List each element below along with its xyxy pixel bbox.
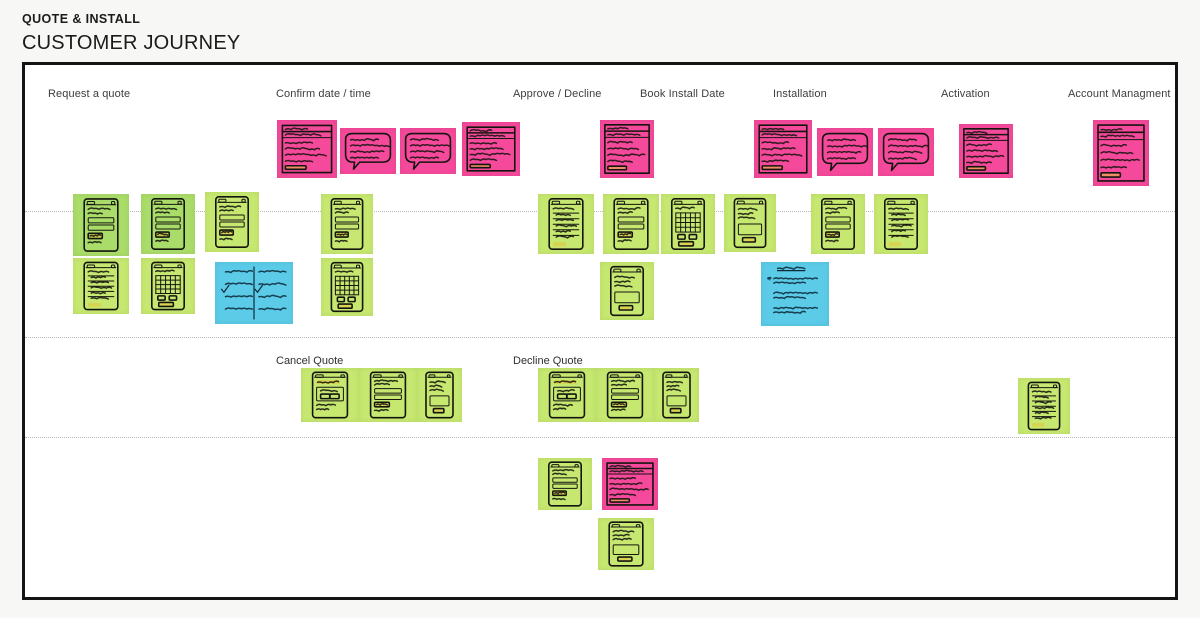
sticky-note-g-appr-2[interactable] xyxy=(603,194,659,254)
sticky-note-g-appr-1[interactable] xyxy=(538,194,594,254)
sketch-phone-form-icon xyxy=(603,194,659,254)
sketch-phone-form-icon xyxy=(596,368,654,422)
sketch-phone-list-icon xyxy=(874,194,928,254)
sticky-note-p-bot-1[interactable] xyxy=(602,458,658,510)
sticky-note-g-bot-2[interactable] xyxy=(598,518,654,570)
sticky-note-pink-confirm-1[interactable] xyxy=(277,120,337,178)
sketch-phone-list-icon xyxy=(538,194,594,254)
stage-label-activation: Activation xyxy=(941,88,990,100)
row-label-decline-quote: Decline Quote xyxy=(513,355,583,367)
sketch-phone-form-icon xyxy=(321,194,373,254)
sticky-note-g-inst-1[interactable] xyxy=(811,194,865,254)
sketch-phone-form-icon xyxy=(538,458,592,510)
sticky-note-g-decline-2[interactable] xyxy=(596,368,654,422)
sticky-note-pink-confirm-3[interactable] xyxy=(400,128,456,174)
sticky-note-g-req-4[interactable] xyxy=(73,258,129,314)
sketch-phone-msg-icon xyxy=(654,368,699,422)
sketch-bubble-icon xyxy=(817,128,873,176)
stage-label-account-managment: Account Managment xyxy=(1068,88,1171,100)
sketch-text-card-icon xyxy=(277,120,337,178)
sketch-phone-msg-icon xyxy=(600,262,654,320)
sketch-phone-cal-icon xyxy=(321,258,373,316)
sticky-note-pink-activation[interactable] xyxy=(959,124,1013,178)
sketch-phone-msg-icon xyxy=(598,518,654,570)
sketch-phone-form-icon xyxy=(73,194,129,256)
sketch-text-card-icon xyxy=(754,120,812,178)
sketch-note-lines-icon xyxy=(761,262,829,326)
sketch-phone-msg-icon xyxy=(724,194,776,252)
sticky-note-g-book-2[interactable] xyxy=(724,194,776,252)
stage-label-request-a-quote: Request a quote xyxy=(48,88,130,100)
sketch-phone-msg-icon xyxy=(417,368,462,422)
sketch-text-card-icon xyxy=(959,124,1013,178)
sticky-note-pink-install-2[interactable] xyxy=(817,128,873,176)
sketch-bubble-icon xyxy=(878,128,934,176)
sticky-note-g-activ-1[interactable] xyxy=(1018,378,1070,434)
sticky-note-g-conf-1[interactable] xyxy=(321,194,373,254)
row-divider-2 xyxy=(25,337,1175,338)
sketch-phone-form-icon xyxy=(141,194,195,254)
sticky-note-g-req-3[interactable] xyxy=(205,192,259,252)
sticky-note-g-req-2[interactable] xyxy=(141,194,195,254)
title-block: QUOTE & INSTALL CUSTOMER JOURNEY xyxy=(22,12,240,56)
sketch-text-card-icon xyxy=(600,120,654,178)
sticky-note-pink-confirm-2[interactable] xyxy=(340,128,396,174)
sticky-note-b-inst-1[interactable] xyxy=(761,262,829,326)
sticky-note-g-decline-3[interactable] xyxy=(654,368,699,422)
sticky-note-pink-account[interactable] xyxy=(1093,120,1149,186)
sticky-note-pink-install-1[interactable] xyxy=(754,120,812,178)
sticky-note-pink-install-3[interactable] xyxy=(878,128,934,176)
sketch-phone-list-icon xyxy=(73,258,129,314)
sticky-note-g-book-1[interactable] xyxy=(661,194,715,254)
row-divider-1 xyxy=(25,211,1175,212)
stage-label-book-install-date: Book Install Date xyxy=(640,88,725,100)
row-divider-3 xyxy=(25,437,1175,438)
sticky-note-g-cancel-2[interactable] xyxy=(359,368,417,422)
sticky-note-g-inst-2[interactable] xyxy=(874,194,928,254)
stage-label-confirm-date-time: Confirm date / time xyxy=(276,88,371,100)
sketch-bubble-icon xyxy=(400,128,456,174)
stage-label-approve-decline: Approve / Decline xyxy=(513,88,602,100)
sketch-phone-form-icon xyxy=(205,192,259,252)
sketch-phone-form-icon xyxy=(359,368,417,422)
sketch-phone-form-icon xyxy=(811,194,865,254)
row-label-cancel-quote: Cancel Quote xyxy=(276,355,343,367)
sketch-bubble-icon xyxy=(340,128,396,174)
sticky-note-pink-approve-1[interactable] xyxy=(600,120,654,178)
sketch-phone-confirm-icon xyxy=(538,368,596,422)
sticky-note-b-req-1[interactable] xyxy=(215,262,293,324)
eyebrow-label: QUOTE & INSTALL xyxy=(22,12,240,28)
sticky-note-g-req-1[interactable] xyxy=(73,194,129,256)
sketch-phone-cal-icon xyxy=(141,258,195,314)
sticky-note-g-decline-1[interactable] xyxy=(538,368,596,422)
page-title: CUSTOMER JOURNEY xyxy=(22,31,240,56)
sketch-text-card-icon xyxy=(1093,120,1149,186)
sticky-note-g-cancel-3[interactable] xyxy=(417,368,462,422)
sketch-text-card-icon xyxy=(602,458,658,510)
sticky-note-g-cancel-1[interactable] xyxy=(301,368,359,422)
sketch-phone-confirm-icon xyxy=(301,368,359,422)
stage-label-installation: Installation xyxy=(773,88,827,100)
sketch-phone-list-icon xyxy=(1018,378,1070,434)
sketch-text-card-icon xyxy=(462,122,520,176)
sketch-note-2col-icon xyxy=(215,262,293,324)
journey-board: Request a quote Confirm date / time Approv… xyxy=(22,62,1178,600)
sketch-phone-cal-icon xyxy=(661,194,715,254)
sticky-note-g-req-5[interactable] xyxy=(141,258,195,314)
sticky-note-g-conf-2[interactable] xyxy=(321,258,373,316)
sticky-note-g-appr-3[interactable] xyxy=(600,262,654,320)
board-canvas: Request a quote Confirm date / time Approv… xyxy=(25,65,1175,597)
sticky-note-pink-confirm-4[interactable] xyxy=(462,122,520,176)
sticky-note-g-bot-1[interactable] xyxy=(538,458,592,510)
